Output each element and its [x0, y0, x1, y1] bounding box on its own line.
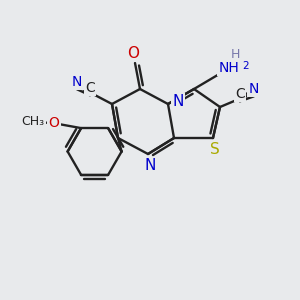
- Text: S: S: [210, 142, 220, 158]
- Text: O: O: [127, 46, 139, 61]
- Text: 2: 2: [242, 61, 249, 71]
- Text: C: C: [235, 87, 245, 101]
- Text: NH: NH: [219, 61, 239, 75]
- Text: C: C: [85, 81, 95, 95]
- Text: O: O: [49, 116, 60, 130]
- Text: N: N: [172, 94, 184, 110]
- Text: H: H: [230, 47, 240, 61]
- Text: CH₃: CH₃: [22, 115, 45, 128]
- Text: N: N: [144, 158, 156, 173]
- Text: N: N: [249, 82, 259, 96]
- Text: N: N: [72, 75, 82, 89]
